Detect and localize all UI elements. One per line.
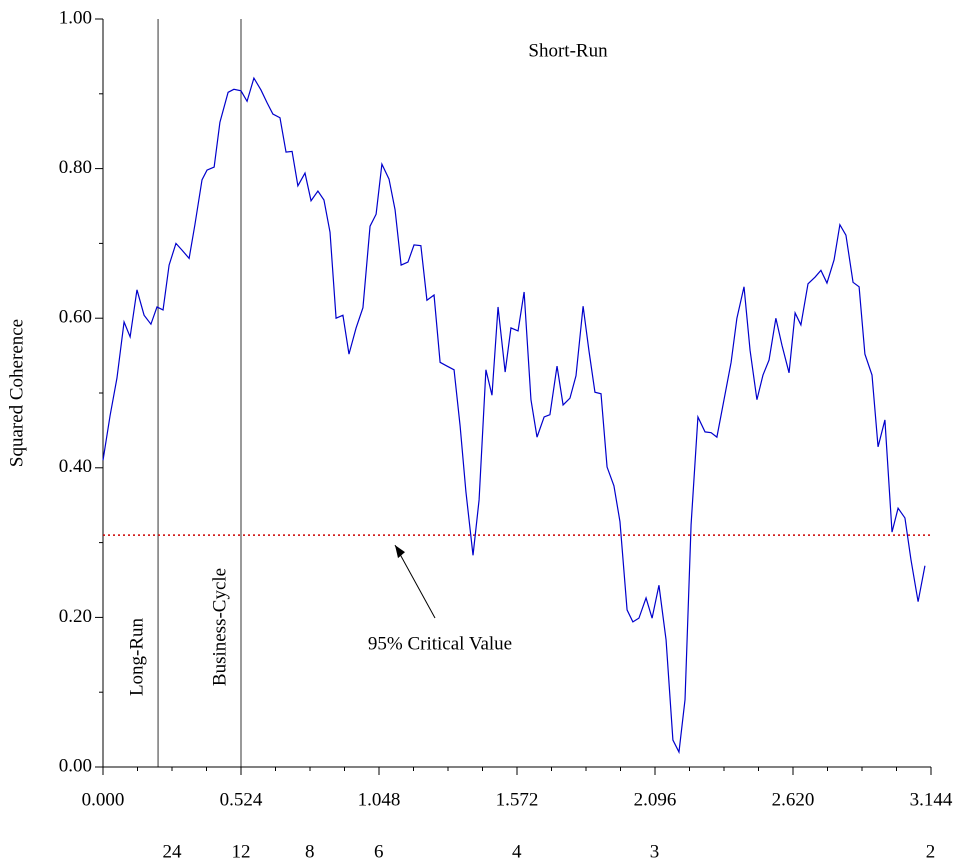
period-label: 3 bbox=[650, 841, 660, 862]
x-tick-label: 1.048 bbox=[358, 789, 401, 810]
y-tick-label: 0.00 bbox=[59, 755, 92, 776]
x-tick-label: 0.524 bbox=[220, 789, 263, 810]
critical-label: 95% Critical Value bbox=[368, 633, 512, 654]
y-tick-label: 0.60 bbox=[59, 307, 92, 328]
period-label: 8 bbox=[305, 841, 315, 862]
x-tick-label: 3.144 bbox=[910, 789, 953, 810]
y-tick-label: 1.00 bbox=[59, 7, 92, 28]
x-tick-label: 1.572 bbox=[496, 789, 539, 810]
band-label: Business-Cycle bbox=[209, 568, 230, 686]
arrow-shaft bbox=[394, 544, 436, 619]
period-label: 4 bbox=[512, 841, 522, 862]
period-label: 12 bbox=[232, 841, 251, 862]
x-tick-label: 2.096 bbox=[634, 789, 677, 810]
period-label: 24 bbox=[163, 841, 183, 862]
data-line bbox=[102, 76, 926, 755]
period-label: 2 bbox=[926, 841, 936, 862]
x-tick-label: 0.000 bbox=[82, 789, 125, 810]
arrow-head bbox=[395, 545, 405, 559]
y-axis-label: Squared Coherence bbox=[6, 319, 27, 467]
period-label: 6 bbox=[374, 841, 384, 862]
y-tick-label: 0.40 bbox=[59, 456, 92, 477]
band-label: Long-Run bbox=[126, 617, 147, 696]
short-run-label: Short-Run bbox=[528, 40, 608, 61]
x-tick-label: 2.620 bbox=[772, 789, 815, 810]
y-tick-label: 0.80 bbox=[59, 157, 92, 178]
y-tick-label: 0.20 bbox=[59, 606, 92, 627]
